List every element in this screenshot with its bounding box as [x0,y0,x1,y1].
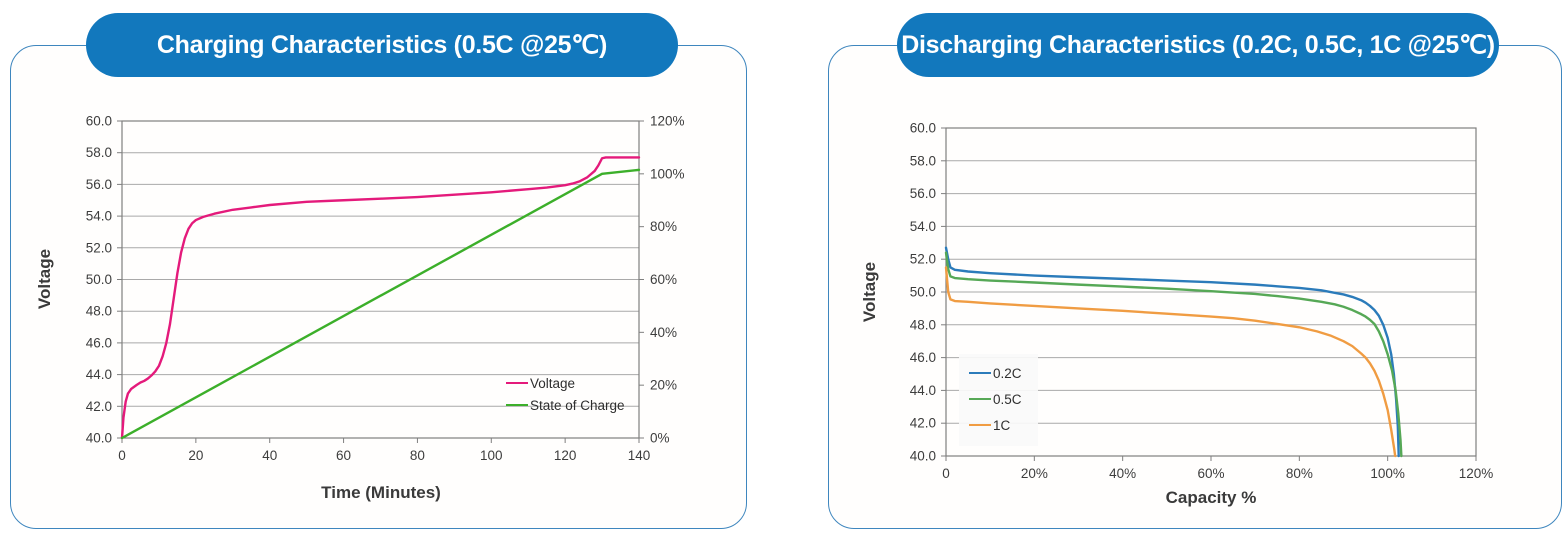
svg-text:100: 100 [480,448,503,463]
svg-text:40%: 40% [650,325,677,340]
0.2c-series-swatch [969,371,991,375]
svg-text:40.0: 40.0 [86,431,112,446]
svg-text:60%: 60% [650,272,677,287]
discharging-chart-plot: 0 20% 40% 60% 80% 100% 120% 40.0 42.0 44.0 46.0 48.… [910,121,1494,482]
voltage-series-label: Voltage [530,375,576,391]
svg-text:54.0: 54.0 [86,209,112,224]
svg-text:56.0: 56.0 [910,186,936,201]
charging-chart-title: Charging Characteristics (0.5C @25℃) [156,31,608,59]
discharging-chart-card: Discharging Characteristics (0.2C, 0.5C,… [828,13,1562,529]
0.5c-series-swatch [969,397,991,401]
charging-chart-card: Charging Characteristics (0.5C @25℃) Vol… [10,13,747,529]
svg-text:52.0: 52.0 [86,240,112,255]
svg-text:60.0: 60.0 [910,121,936,136]
svg-text:20: 20 [188,448,203,463]
svg-text:60%: 60% [1197,466,1224,481]
svg-text:60.0: 60.0 [86,114,112,129]
0.2c-series-label: 0.2C [993,365,1022,381]
discharging-title-pill: Discharging Characteristics (0.2C, 0.5C,… [897,13,1499,77]
legend-item-0.5c: 0.5C [969,386,1022,412]
legend-item-state-of-charge: State of Charge [506,394,625,416]
svg-text:20%: 20% [1021,466,1048,481]
svg-text:120: 120 [554,448,577,463]
charging-x-axis-title: Time (Minutes) [321,483,441,502]
charging-legend: Voltage State of Charge [506,372,625,416]
svg-text:44.0: 44.0 [910,383,936,398]
svg-text:40%: 40% [1109,466,1136,481]
svg-text:80%: 80% [1286,466,1313,481]
svg-text:120%: 120% [1459,466,1494,481]
svg-text:100%: 100% [650,166,685,181]
legend-item-1c: 1C [969,412,1022,438]
svg-text:48.0: 48.0 [910,317,936,332]
svg-text:80%: 80% [650,219,677,234]
discharging-legend: 0.2C 0.5C 1C [959,354,1038,446]
svg-text:58.0: 58.0 [86,145,112,160]
svg-text:50.0: 50.0 [910,285,936,300]
svg-text:140: 140 [628,448,651,463]
svg-text:80: 80 [410,448,425,463]
svg-text:40.0: 40.0 [910,449,936,464]
charging-title-pill: Charging Characteristics (0.5C @25℃) [86,13,678,77]
1c-series-label: 1C [993,417,1011,433]
svg-text:46.0: 46.0 [86,335,112,350]
svg-text:0: 0 [942,466,950,481]
0.5c-series-label: 0.5C [993,391,1022,407]
svg-text:100%: 100% [1370,466,1405,481]
discharging-x-axis-title: Capacity % [1165,488,1257,507]
svg-text:120%: 120% [650,114,685,129]
svg-text:54.0: 54.0 [910,219,936,234]
svg-text:44.0: 44.0 [86,367,112,382]
charging-chart-plot: 0 20 40 60 80 100 120 140 40.0 42.0 44.0 46.0 48.0 50… [86,114,685,464]
svg-text:46.0: 46.0 [910,350,936,365]
svg-text:40: 40 [262,448,277,463]
svg-text:56.0: 56.0 [86,177,112,192]
svg-text:42.0: 42.0 [910,416,936,431]
svg-text:0: 0 [118,448,126,463]
svg-text:48.0: 48.0 [86,304,112,319]
discharging-chart-title: Discharging Characteristics (0.2C, 0.5C,… [901,31,1495,59]
legend-item-0.2c: 0.2C [969,360,1022,386]
svg-text:50.0: 50.0 [86,272,112,287]
state-of-charge-series-swatch [506,403,528,407]
svg-text:20%: 20% [650,378,677,393]
svg-text:60: 60 [336,448,351,463]
legend-item-voltage: Voltage [506,372,625,394]
svg-text:42.0: 42.0 [86,399,112,414]
svg-text:52.0: 52.0 [910,252,936,267]
1c-series-swatch [969,423,991,427]
voltage-series-swatch [506,381,528,385]
state-of-charge-series-label: State of Charge [530,397,625,413]
svg-text:0%: 0% [650,431,670,446]
svg-text:58.0: 58.0 [910,153,936,168]
